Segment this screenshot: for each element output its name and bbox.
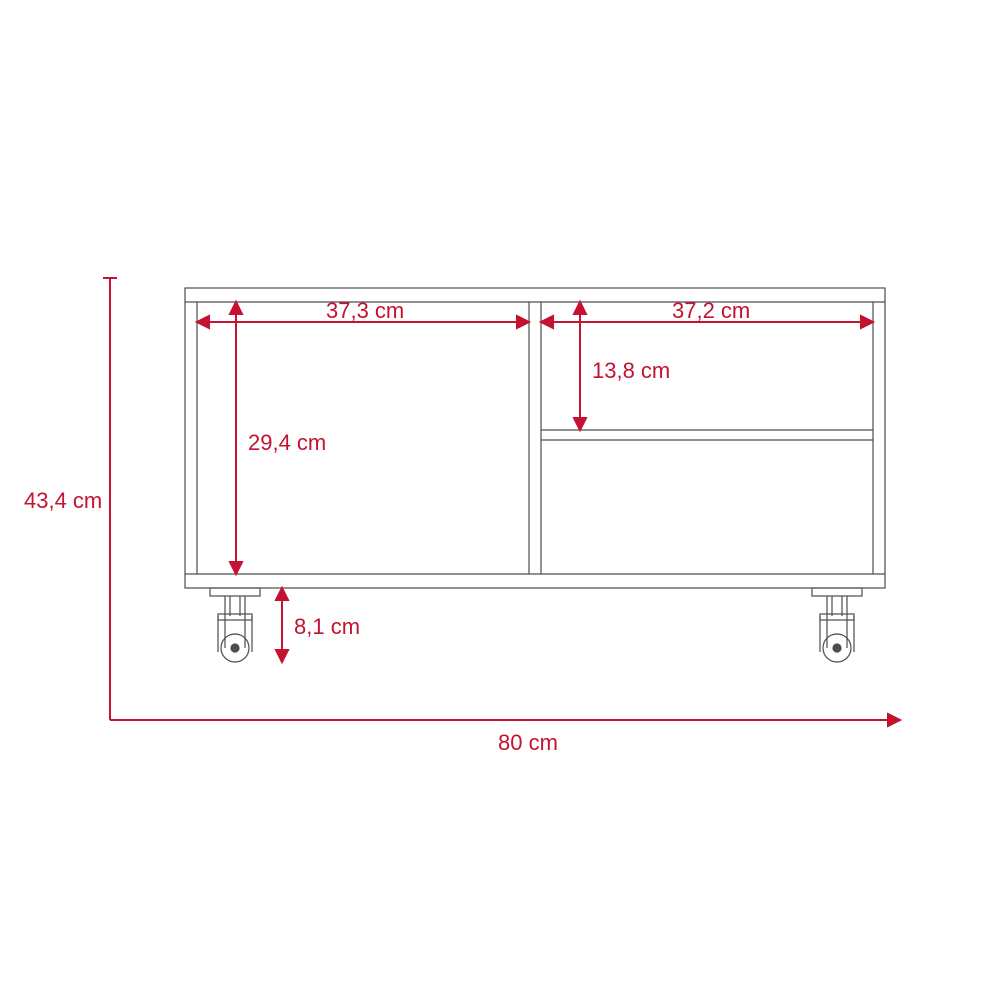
label-wheel-height: 8,1 cm [294, 614, 360, 640]
caster-left [210, 588, 260, 662]
dim-wheel-height [276, 588, 288, 662]
label-left-width: 37,3 cm [326, 298, 404, 324]
label-left-height: 29,4 cm [248, 430, 326, 456]
caster-right [812, 588, 862, 662]
dim-left-height [230, 302, 242, 574]
label-total-height: 43,4 cm [24, 488, 102, 514]
axis-frame [103, 278, 900, 726]
diagram-stage: 43,4 cm 80 cm 37,3 cm 37,2 cm 29,4 cm 13… [0, 0, 1000, 1000]
label-total-width: 80 cm [498, 730, 558, 756]
technical-drawing-svg [0, 0, 1000, 1000]
label-right-shelf-height: 13,8 cm [592, 358, 670, 384]
label-right-width: 37,2 cm [672, 298, 750, 324]
